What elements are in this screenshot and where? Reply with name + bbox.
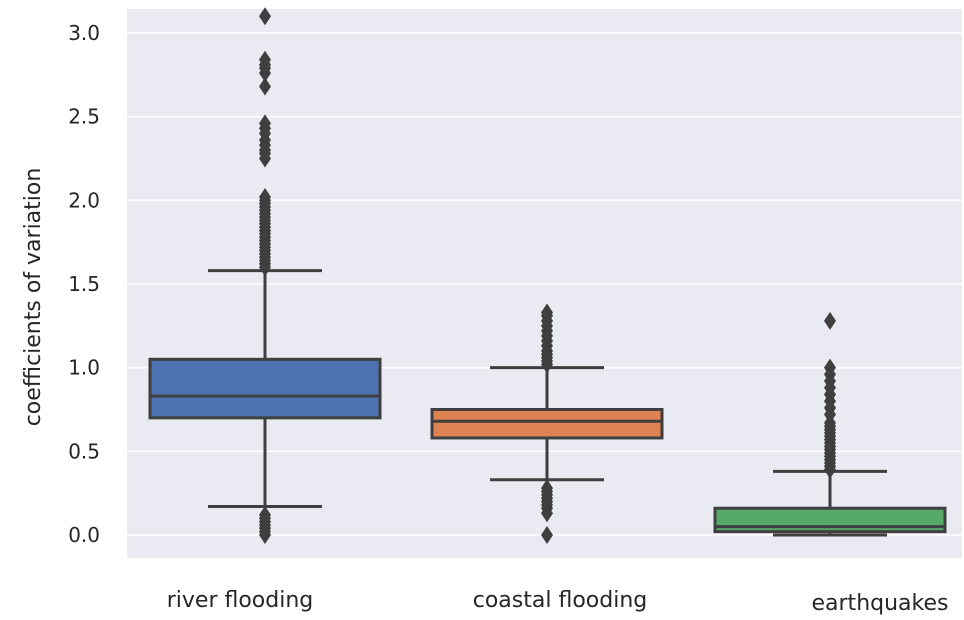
- outlier-point: [824, 311, 836, 330]
- y-tick-label: 1.0: [68, 356, 100, 380]
- outlier-point: [824, 358, 836, 377]
- y-tick-label: 2.0: [68, 188, 100, 212]
- outlier-point: [259, 505, 271, 524]
- y-tick-label: 1.5: [68, 272, 100, 296]
- outlier-point: [541, 479, 553, 498]
- outlier-point: [259, 7, 271, 26]
- box: [713, 506, 947, 534]
- x-tick-label: coastal flooding: [473, 588, 647, 613]
- box-layer: [148, 7, 947, 544]
- y-tick-label: 0.5: [68, 439, 100, 463]
- box-group: [713, 311, 947, 537]
- box: [430, 408, 664, 440]
- outlier-point: [259, 50, 271, 69]
- outlier-point: [541, 303, 553, 322]
- outlier-point: [259, 187, 271, 206]
- outlier-point: [541, 526, 553, 544]
- x-tick-labels: river flooding coastal flooding earthquake…: [167, 588, 949, 616]
- y-axis-label: coefficients of variation: [21, 168, 46, 427]
- y-tick-labels: 0.0 0.5 1.0 1.5 2.0 2.5 3.0: [68, 21, 100, 547]
- x-tick-label: earthquakes: [812, 591, 949, 616]
- x-tick-label: river flooding: [167, 588, 314, 613]
- y-tick-label: 3.0: [68, 21, 100, 45]
- outlier-point: [259, 77, 271, 96]
- box-group: [430, 303, 664, 544]
- y-tick-label: 2.5: [68, 105, 100, 129]
- y-tick-label: 0.0: [68, 523, 100, 547]
- box: [148, 357, 382, 420]
- box-group: [148, 7, 382, 544]
- outlier-point: [259, 114, 271, 133]
